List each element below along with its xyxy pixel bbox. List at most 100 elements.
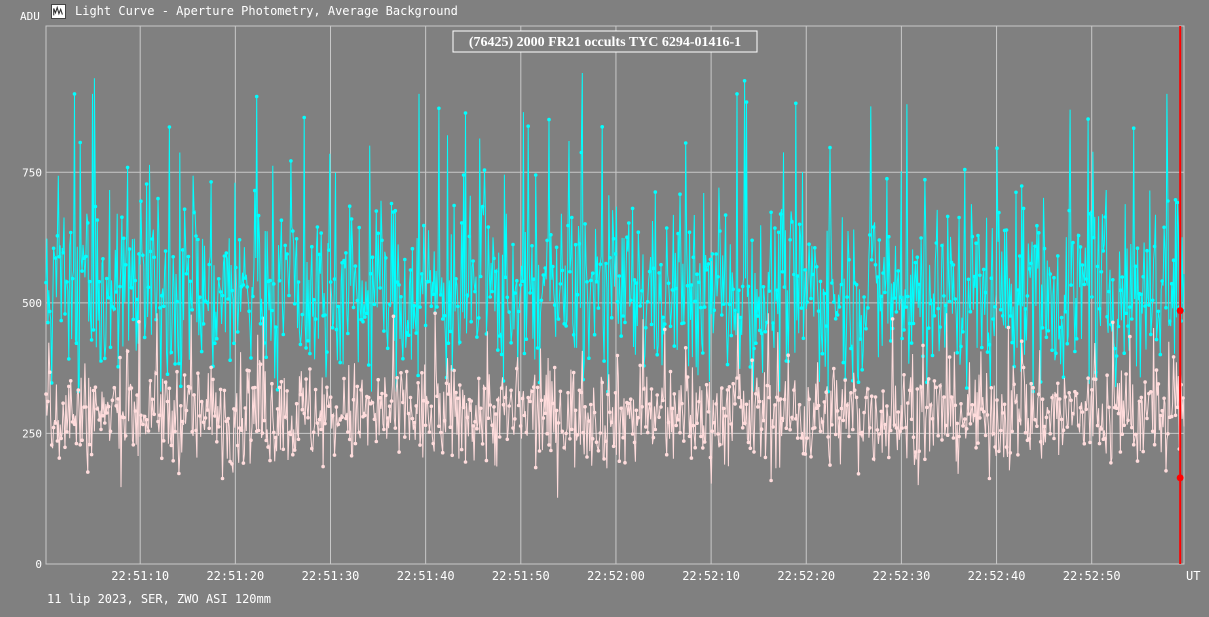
target-data-point [704,268,709,272]
target-data-point [721,302,726,306]
target-data-point [725,362,730,367]
comparison-data-point [285,389,289,393]
time-cursor[interactable] [1176,26,1184,564]
comparison-data-point [769,478,773,483]
comparison-data-point [839,406,844,411]
comparison-data-point [1044,415,1049,420]
target-data-point [530,244,534,248]
target-data-point [619,334,623,338]
comparison-data-point [382,427,386,432]
target-data-point [551,264,555,269]
comparison-data-point [1175,405,1180,410]
target-data-point [942,294,946,298]
comparison-data-point [1078,405,1083,410]
comparison-data-point [408,395,413,400]
comparison-data-point [966,412,971,416]
comparison-data-point [1031,385,1035,390]
comparison-data-point [932,379,937,383]
comparison-data-point [983,433,988,438]
comparison-data-point [346,430,350,434]
target-data-point [435,305,439,309]
comparison-data-point [809,455,813,459]
comparison-data-point [938,384,942,388]
comparison-data-point [180,419,185,424]
comparison-data-point [215,440,219,444]
comparison-data-point [847,434,851,439]
comparison-data-point [310,446,314,451]
comparison-data-point [414,404,419,408]
target-data-point [446,341,451,346]
comparison-data-point [712,420,716,425]
comparison-data-point [832,366,836,371]
comparison-data-point [302,411,307,416]
target-data-point [97,279,101,284]
target-data-point [201,322,206,326]
comparison-data-point [218,387,223,392]
comparison-data-point [1080,410,1085,414]
target-data-point [184,272,189,276]
target-data-point [397,283,401,287]
target-data-point [199,349,204,354]
comparison-data-point [456,396,460,401]
target-data-point [983,290,988,295]
target-data-point [638,304,642,308]
target-data-point [1111,278,1115,282]
comparison-data-point [97,418,101,422]
target-data-point [871,225,876,229]
capture-info: 11 lip 2023, SER, ZWO ASI 120mm [47,592,271,606]
target-data-point [497,334,502,338]
comparison-data-point [167,386,172,391]
target-data-point [1042,246,1047,251]
comparison-data-point [298,392,303,397]
comparison-data-point [547,443,551,447]
comparison-data-point [647,402,652,406]
comparison-data-point [395,376,400,380]
light-curve-app-icon[interactable] [51,4,66,19]
target-data-point [773,226,777,230]
target-data-point [750,238,754,243]
comparison-data-point [744,402,749,407]
target-data-point [463,111,468,115]
target-data-point [127,247,132,251]
target-data-point [281,332,286,337]
x-tick-label: 22:52:20 [777,569,835,583]
comparison-data-point [702,440,707,444]
target-data-point [532,277,536,282]
comparison-data-point [1128,334,1132,339]
target-data-point [909,341,914,345]
comparison-data-point [175,369,179,374]
comparison-data-point [370,400,375,405]
comparison-data-point [590,436,595,441]
target-data-point [182,207,187,211]
target-data-point [74,341,79,346]
target-data-point [46,320,50,325]
comparison-data-point [551,401,555,406]
comparison-data-point [1095,423,1100,428]
target-data-point [122,236,126,241]
target-series-line [45,72,1185,392]
target-data-point [759,331,764,336]
target-data-point [869,258,874,262]
comparison-data-point [142,414,147,419]
comparison-data-point [869,394,874,399]
target-data-point [585,280,589,284]
x-tick-label: 22:52:00 [587,569,645,583]
comparison-data-point [1105,373,1109,378]
target-data-point [1145,248,1149,253]
target-data-point [399,295,403,299]
comparison-data-point [272,430,276,435]
target-data-point [879,294,883,299]
target-data-point [814,265,819,269]
target-data-point [1116,324,1121,329]
comparison-data-point [463,460,468,464]
target-data-point [689,283,694,287]
comparison-data-point [442,418,447,423]
comparison-data-point [137,320,141,324]
target-data-point [516,309,521,314]
comparison-data-point [325,385,329,390]
target-data-point [801,336,806,341]
comparison-data-point [947,355,952,359]
target-data-point [985,350,990,354]
target-data-point [763,329,768,334]
